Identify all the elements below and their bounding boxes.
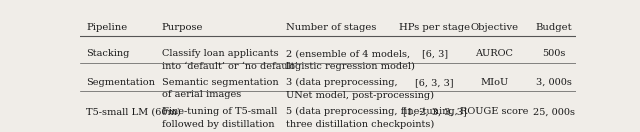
Text: 5 (data preprocessing, fine-tuning,
three distillation checkpoints): 5 (data preprocessing, fine-tuning, thre…: [286, 107, 458, 129]
Text: Number of stages: Number of stages: [286, 23, 376, 32]
Text: 3 (data preprocessing,
UNet model, post-processing): 3 (data preprocessing, UNet model, post-…: [286, 78, 434, 100]
Text: Objective: Objective: [470, 23, 518, 32]
Text: [6, 3, 3]: [6, 3, 3]: [415, 78, 454, 87]
Text: AUROC: AUROC: [476, 49, 513, 58]
Text: [6, 3]: [6, 3]: [422, 49, 448, 58]
Text: Pipeline: Pipeline: [86, 23, 127, 32]
Text: 500s: 500s: [542, 49, 565, 58]
Text: Fine-tuning of T5-small
followed by distillation: Fine-tuning of T5-small followed by dist…: [162, 107, 277, 129]
Text: ROUGE score: ROUGE score: [460, 107, 529, 116]
Text: HPs per stage: HPs per stage: [399, 23, 470, 32]
Text: Purpose: Purpose: [162, 23, 204, 32]
Text: 3, 000s: 3, 000s: [536, 78, 572, 87]
Text: 25, 000s: 25, 000s: [532, 107, 575, 116]
Text: [1, 2, 3, 3, 3]: [1, 2, 3, 3, 3]: [403, 107, 467, 116]
Text: 2 (ensemble of 4 models,
logistic regression model): 2 (ensemble of 4 models, logistic regres…: [286, 49, 415, 71]
Text: Budget: Budget: [536, 23, 572, 32]
Text: T5-small LM (60m): T5-small LM (60m): [86, 107, 180, 116]
Text: Semantic segmentation
of aerial images: Semantic segmentation of aerial images: [162, 78, 278, 99]
Text: MIoU: MIoU: [480, 78, 508, 87]
Text: Segmentation: Segmentation: [86, 78, 155, 87]
Text: Classify loan applicants
into ‘default’ or ‘no default’: Classify loan applicants into ‘default’ …: [162, 49, 298, 71]
Text: Stacking: Stacking: [86, 49, 129, 58]
